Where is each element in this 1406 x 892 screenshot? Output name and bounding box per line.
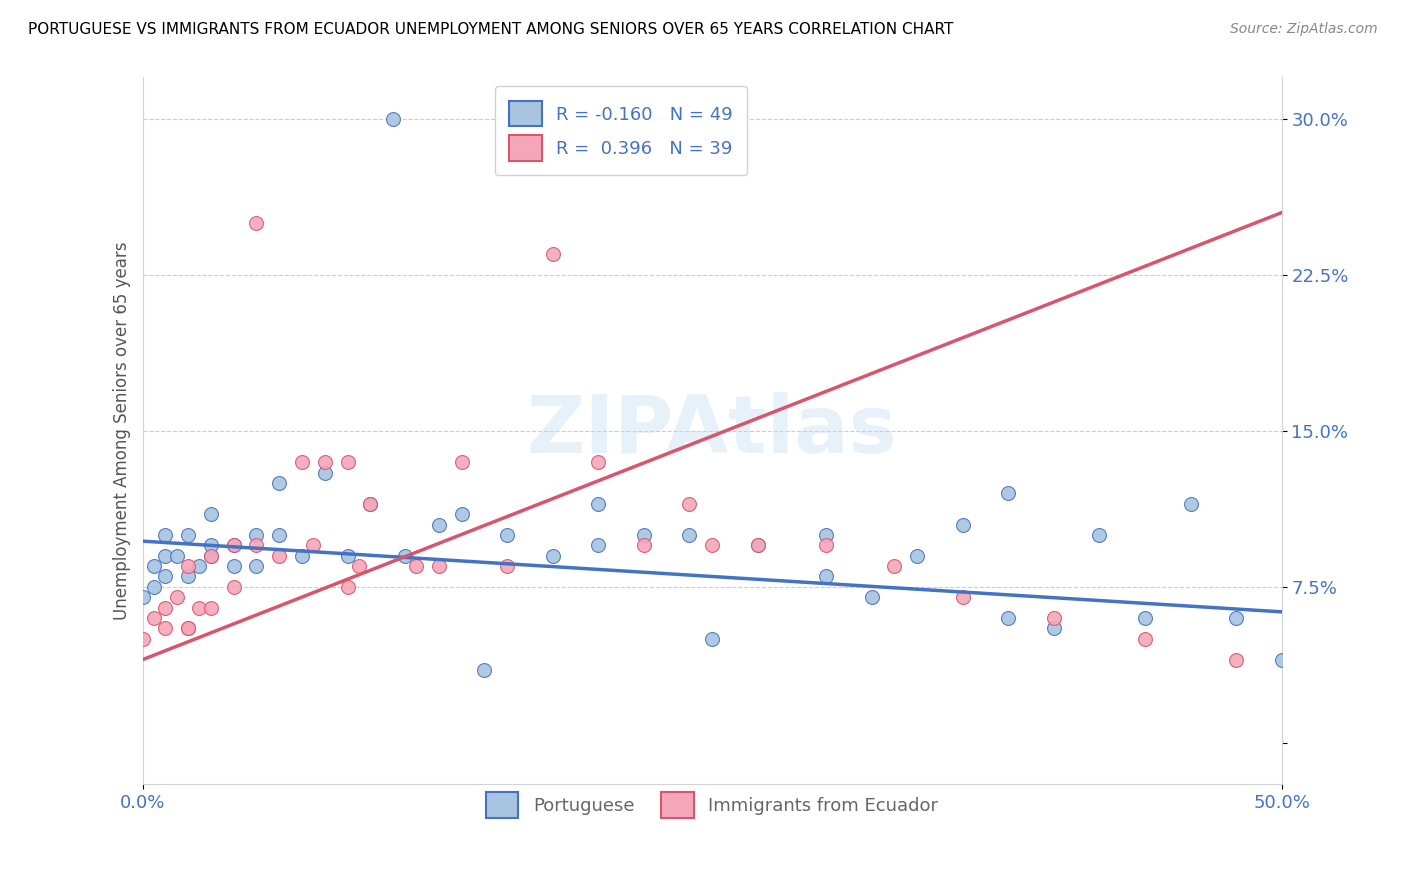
- Point: [1225, 653, 1247, 667]
- Point: [905, 549, 928, 563]
- Point: [1180, 497, 1202, 511]
- Point: [359, 497, 381, 511]
- Point: [177, 528, 200, 542]
- Point: [291, 549, 314, 563]
- Point: [131, 632, 153, 646]
- Point: [200, 549, 222, 563]
- Text: ZIPAtlas: ZIPAtlas: [527, 392, 897, 470]
- Point: [633, 538, 655, 552]
- Legend: Portuguese, Immigrants from Ecuador: Portuguese, Immigrants from Ecuador: [478, 785, 946, 825]
- Y-axis label: Unemployment Among Seniors over 65 years: Unemployment Among Seniors over 65 years: [114, 242, 131, 620]
- Point: [586, 497, 609, 511]
- Point: [314, 466, 336, 480]
- Point: [678, 528, 700, 542]
- Point: [177, 622, 200, 636]
- Point: [245, 538, 267, 552]
- Point: [155, 622, 177, 636]
- Point: [1088, 528, 1111, 542]
- Point: [678, 497, 700, 511]
- Point: [155, 569, 177, 583]
- Point: [200, 538, 222, 552]
- Point: [382, 112, 405, 126]
- Point: [166, 549, 188, 563]
- Point: [155, 549, 177, 563]
- Point: [222, 538, 245, 552]
- Point: [1043, 622, 1066, 636]
- Point: [245, 559, 267, 574]
- Point: [472, 663, 495, 677]
- Point: [200, 507, 222, 521]
- Point: [700, 538, 723, 552]
- Point: [883, 559, 905, 574]
- Point: [1225, 611, 1247, 625]
- Point: [222, 580, 245, 594]
- Point: [222, 559, 245, 574]
- Point: [747, 538, 769, 552]
- Point: [1271, 653, 1294, 667]
- Point: [359, 497, 381, 511]
- Point: [269, 549, 291, 563]
- Text: Source: ZipAtlas.com: Source: ZipAtlas.com: [1230, 22, 1378, 37]
- Point: [245, 528, 267, 542]
- Point: [1043, 611, 1066, 625]
- Point: [496, 559, 519, 574]
- Point: [142, 559, 165, 574]
- Point: [586, 455, 609, 469]
- Point: [496, 528, 519, 542]
- Point: [200, 549, 222, 563]
- Point: [177, 569, 200, 583]
- Point: [166, 591, 188, 605]
- Point: [633, 528, 655, 542]
- Point: [815, 569, 838, 583]
- Point: [177, 559, 200, 574]
- Point: [1133, 632, 1156, 646]
- Point: [336, 455, 359, 469]
- Point: [291, 455, 314, 469]
- Point: [142, 611, 165, 625]
- Point: [427, 517, 450, 532]
- Point: [405, 559, 427, 574]
- Point: [155, 528, 177, 542]
- Point: [177, 622, 200, 636]
- Point: [131, 591, 153, 605]
- Point: [747, 538, 769, 552]
- Point: [336, 580, 359, 594]
- Text: PORTUGUESE VS IMMIGRANTS FROM ECUADOR UNEMPLOYMENT AMONG SENIORS OVER 65 YEARS C: PORTUGUESE VS IMMIGRANTS FROM ECUADOR UN…: [28, 22, 953, 37]
- Point: [1133, 611, 1156, 625]
- Point: [860, 591, 883, 605]
- Point: [815, 538, 838, 552]
- Point: [245, 216, 267, 230]
- Point: [450, 455, 472, 469]
- Point: [952, 517, 974, 532]
- Point: [541, 247, 564, 261]
- Point: [427, 559, 450, 574]
- Point: [541, 549, 564, 563]
- Point: [155, 600, 177, 615]
- Point: [347, 559, 370, 574]
- Point: [302, 538, 325, 552]
- Point: [815, 528, 838, 542]
- Point: [142, 580, 165, 594]
- Point: [997, 486, 1019, 500]
- Point: [188, 600, 211, 615]
- Point: [997, 611, 1019, 625]
- Point: [314, 455, 336, 469]
- Point: [952, 591, 974, 605]
- Point: [336, 549, 359, 563]
- Point: [700, 632, 723, 646]
- Point: [269, 475, 291, 490]
- Point: [222, 538, 245, 552]
- Point: [188, 559, 211, 574]
- Point: [450, 507, 472, 521]
- Point: [394, 549, 416, 563]
- Point: [269, 528, 291, 542]
- Point: [586, 538, 609, 552]
- Point: [200, 600, 222, 615]
